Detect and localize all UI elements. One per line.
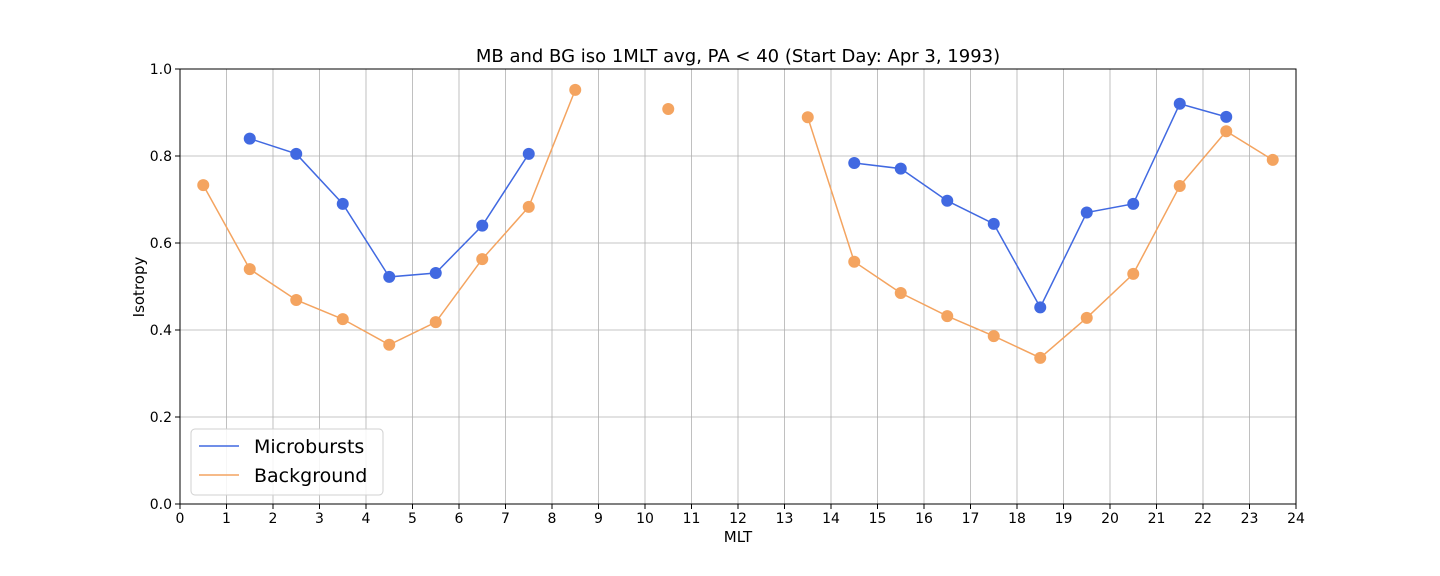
- x-tick-label: 2: [269, 511, 278, 527]
- data-point: [476, 219, 489, 232]
- x-tick-label: 19: [1055, 511, 1073, 527]
- series-line: [854, 102, 1227, 309]
- y-tick-label: 0.2: [150, 410, 172, 426]
- x-tick-label: 18: [1008, 511, 1026, 527]
- series-microbursts: [243, 97, 1233, 314]
- x-tick-label: 6: [455, 511, 464, 527]
- x-tick-label: 22: [1194, 511, 1212, 527]
- x-tick-label: 9: [594, 511, 603, 527]
- data-point: [429, 267, 442, 280]
- x-tick-label: 21: [1148, 511, 1166, 527]
- y-tick-label: 1.0: [150, 62, 172, 78]
- legend-label: Microbursts: [254, 436, 364, 458]
- data-point: [290, 293, 303, 306]
- y-tick-label: 0.8: [150, 149, 172, 165]
- data-point: [894, 287, 907, 300]
- chart-title: MB and BG iso 1MLT avg, PA < 40 (Start D…: [476, 46, 1000, 67]
- legend: Microbursts Background: [190, 428, 384, 496]
- data-point: [383, 338, 396, 351]
- y-tick-label: 0.4: [150, 323, 172, 339]
- data-point: [1034, 351, 1047, 364]
- data-point: [383, 270, 396, 283]
- x-tick-label: 13: [776, 511, 794, 527]
- data-point: [336, 197, 349, 210]
- x-tick-label: 24: [1287, 511, 1305, 527]
- x-tick-label: 8: [548, 511, 557, 527]
- data-point: [941, 194, 954, 207]
- data-point: [987, 217, 1000, 230]
- data-point: [662, 103, 675, 116]
- data-point: [1127, 197, 1140, 210]
- x-tick-label: 17: [962, 511, 980, 527]
- x-tick-label: 15: [869, 511, 887, 527]
- x-tick-label: 16: [915, 511, 933, 527]
- data-point: [1220, 110, 1233, 123]
- x-tick-label: 5: [408, 511, 417, 527]
- series-layer: [197, 83, 1279, 364]
- x-tick-label: 7: [501, 511, 510, 527]
- x-axis: 0 1 2 3 4 5 6 7 8 9 10 11 12 13 14 15 16 17 18 19 20 21 22 23 24: [176, 504, 1305, 527]
- series-line: [202, 89, 576, 346]
- data-point: [290, 147, 303, 160]
- legend-label: Background: [254, 465, 367, 487]
- data-point: [429, 316, 442, 329]
- data-point: [197, 179, 210, 192]
- data-point: [243, 263, 256, 276]
- data-point: [522, 147, 535, 160]
- x-tick-label: 11: [683, 511, 701, 527]
- x-tick-label: 1: [222, 511, 231, 527]
- x-tick-label: 20: [1101, 511, 1119, 527]
- data-point: [848, 255, 861, 268]
- data-point: [1173, 180, 1186, 193]
- data-point: [987, 330, 1000, 343]
- data-point: [1034, 301, 1047, 314]
- data-point: [522, 200, 535, 213]
- data-point: [941, 310, 954, 323]
- data-point: [243, 132, 256, 145]
- x-tick-label: 12: [729, 511, 747, 527]
- data-point: [848, 156, 861, 169]
- y-tick-label: 0.0: [150, 497, 172, 513]
- data-point: [1127, 267, 1140, 280]
- x-tick-label: 14: [822, 511, 840, 527]
- data-point: [1173, 97, 1186, 110]
- data-point: [1080, 311, 1093, 324]
- x-tick-label: 0: [176, 511, 185, 527]
- data-point: [569, 83, 582, 96]
- data-point: [894, 162, 907, 175]
- x-tick-label: 4: [362, 511, 371, 527]
- data-point: [476, 253, 489, 266]
- y-axis: 0.0 0.2 0.4 0.6 0.8 1.0: [150, 62, 180, 513]
- data-point: [1266, 153, 1279, 166]
- x-axis-label: MLT: [724, 528, 753, 546]
- y-axis-label: Isotropy: [130, 257, 148, 318]
- x-tick-label: 3: [315, 511, 324, 527]
- data-point: [1220, 125, 1233, 138]
- data-point: [1080, 206, 1093, 219]
- x-tick-label: 23: [1241, 511, 1259, 527]
- x-tick-label: 10: [636, 511, 654, 527]
- data-point: [801, 111, 814, 124]
- y-tick-label: 0.6: [150, 236, 172, 252]
- series-background: [197, 83, 1279, 364]
- data-point: [336, 313, 349, 326]
